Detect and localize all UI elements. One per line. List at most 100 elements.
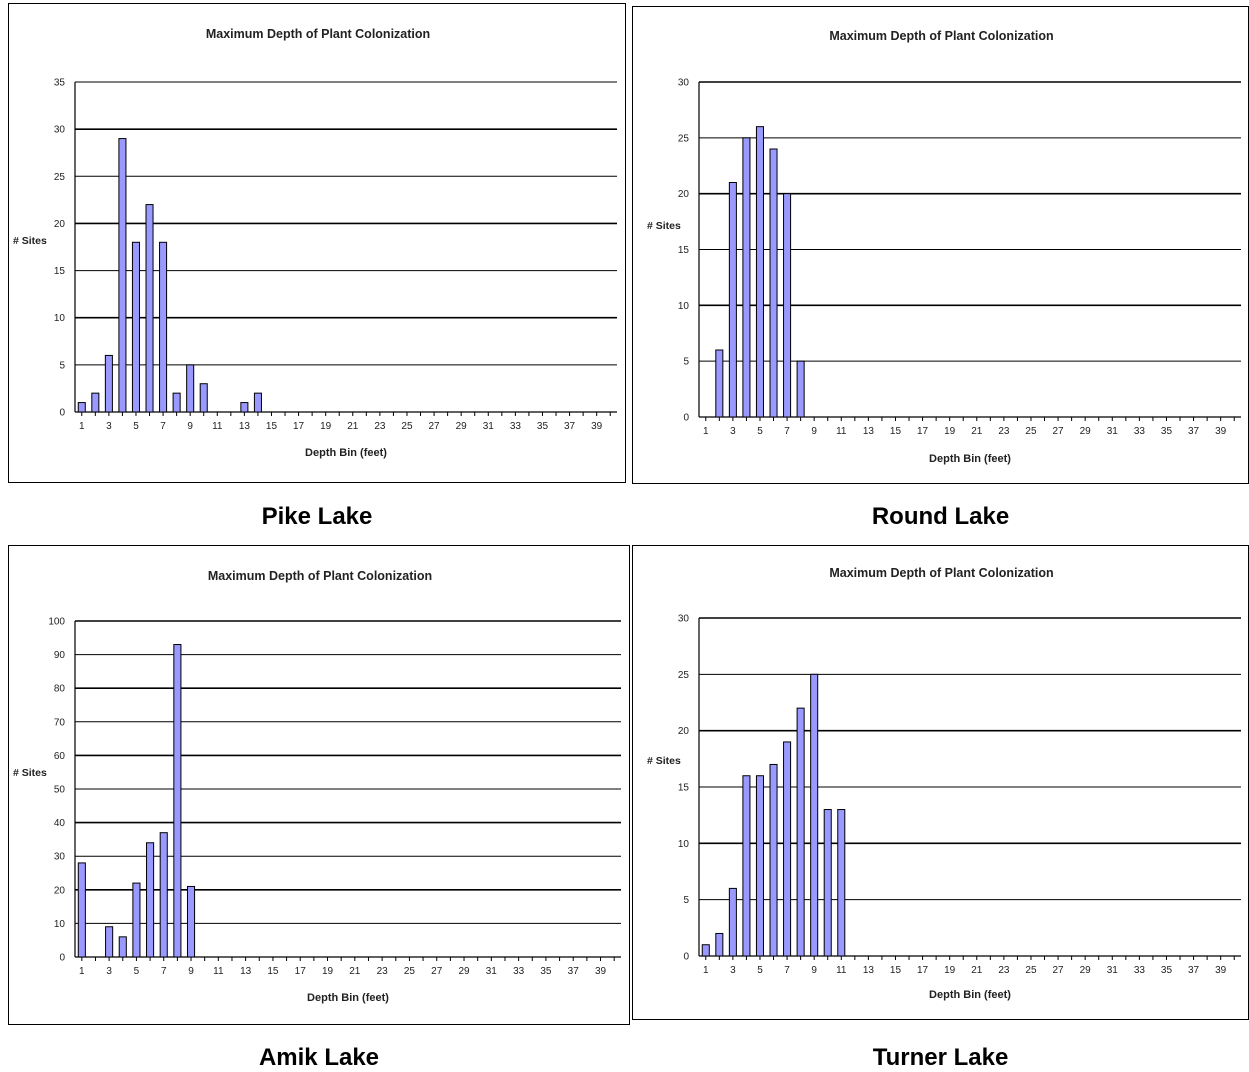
x-tick-label: 23: [998, 426, 1010, 437]
x-tick-label: 3: [106, 966, 112, 977]
bar: [769, 148, 778, 418]
bar: [118, 936, 127, 958]
x-tick-label: 23: [377, 966, 389, 977]
y-tick-label: 30: [54, 852, 66, 863]
bar: [91, 392, 100, 413]
y-tick-label: 60: [54, 751, 66, 762]
y-tick-label: 70: [54, 717, 66, 728]
y-tick-label: 15: [678, 245, 690, 256]
x-tick-label: 9: [188, 966, 194, 977]
x-tick-label: 9: [811, 426, 817, 437]
bar: [728, 182, 737, 418]
x-tick-label: 29: [1080, 426, 1092, 437]
x-tick-label: 27: [1053, 965, 1065, 976]
y-tick-label: 5: [683, 357, 689, 368]
x-tick-label: 15: [890, 426, 902, 437]
caption-amik: Amik Lake: [258, 1044, 380, 1071]
bar: [132, 882, 141, 958]
x-tick-label: 21: [971, 426, 983, 437]
caption-pike: Pike Lake: [261, 503, 373, 530]
x-tick-label: 31: [1107, 965, 1119, 976]
x-tick-label: 7: [784, 426, 790, 437]
x-tick-label: 11: [836, 426, 847, 437]
x-tick-label: 31: [1107, 426, 1119, 437]
x-tick-label: 31: [486, 966, 498, 977]
x-tick-label: 5: [133, 421, 139, 432]
bar: [105, 926, 114, 958]
x-tick-label: 21: [349, 966, 361, 977]
bar: [253, 392, 262, 413]
x-tick-label: 1: [79, 421, 85, 432]
y-tick-label: 30: [54, 125, 66, 136]
y-tick-label: 10: [54, 313, 66, 324]
x-tick-label: 35: [540, 966, 552, 977]
bar: [173, 644, 182, 958]
chart-title: Maximum Depth of Plant Colonization: [208, 569, 432, 583]
chart-pike: Maximum Depth of Plant Colonization 0 5 10 1…: [13, 27, 617, 459]
x-tick-label: 3: [730, 426, 736, 437]
y-tick-label: 20: [678, 189, 690, 200]
x-tick-label: 13: [240, 966, 252, 977]
x-tick-label: 33: [1134, 426, 1146, 437]
chart-amik: Maximum Depth of Plant Colonization 0 10 20…: [13, 569, 621, 1004]
x-tick-label: 3: [730, 965, 736, 976]
chart-frame-pike: Maximum Depth of Plant Colonization 0 5 10 1…: [8, 3, 626, 483]
bar: [159, 241, 168, 413]
y-tick-label: 5: [59, 360, 65, 371]
bar: [810, 673, 819, 957]
x-tick-label: 13: [239, 421, 251, 432]
x-tick-label: 19: [944, 965, 956, 976]
x-tick-label: 23: [998, 965, 1010, 976]
bar: [755, 775, 764, 957]
x-tick-label: 37: [1188, 426, 1200, 437]
y-tick-label: 0: [683, 952, 689, 963]
x-tick-label: 7: [784, 965, 790, 976]
y-tick-label: 5: [683, 895, 689, 906]
x-axis-label: Depth Bin (feet): [929, 453, 1011, 465]
x-tick-label: 13: [863, 965, 875, 976]
y-axis-label: # Sites: [13, 767, 47, 779]
y-tick-label: 25: [678, 133, 690, 144]
y-axis-label: # Sites: [13, 235, 47, 247]
y-tick-label: 30: [678, 614, 690, 625]
x-tick-label: 7: [161, 966, 167, 977]
x-tick-label: 3: [106, 421, 112, 432]
bar: [145, 204, 154, 413]
y-tick-label: 25: [54, 172, 66, 183]
y-tick-label: 15: [678, 783, 690, 794]
x-tick-label: 25: [404, 966, 416, 977]
y-tick-label: 20: [54, 219, 66, 230]
caption-round: Round Lake: [871, 503, 1010, 530]
x-tick-label: 27: [429, 421, 441, 432]
bar: [715, 932, 724, 957]
x-tick-label: 21: [347, 421, 359, 432]
bar: [728, 887, 737, 957]
bar: [118, 138, 127, 413]
bar: [769, 763, 778, 957]
x-tick-label: 5: [134, 966, 140, 977]
y-tick-label: 20: [54, 885, 66, 896]
y-tick-label: 15: [54, 266, 66, 277]
x-tick-label: 39: [1215, 426, 1227, 437]
bar: [823, 809, 832, 957]
x-tick-label: 19: [322, 966, 334, 977]
y-tick-label: 10: [678, 301, 690, 312]
bar: [783, 193, 792, 418]
bar: [742, 137, 751, 418]
chart-title: Maximum Depth of Plant Colonization: [829, 29, 1053, 43]
x-tick-label: 5: [757, 426, 763, 437]
y-tick-label: 80: [54, 684, 66, 695]
y-axis-label: # Sites: [647, 220, 681, 232]
x-tick-label: 11: [836, 965, 847, 976]
x-tick-label: 39: [591, 421, 603, 432]
caption-turner: Turner Lake: [872, 1044, 1009, 1071]
y-tick-label: 90: [54, 650, 66, 661]
y-tick-label: 30: [678, 78, 690, 89]
y-tick-label: 25: [678, 670, 690, 681]
x-tick-label: 25: [1025, 426, 1037, 437]
bar: [796, 707, 805, 957]
x-axis-label: Depth Bin (feet): [307, 992, 389, 1004]
y-tick-label: 10: [678, 839, 690, 850]
bar: [131, 241, 140, 413]
bar: [755, 126, 764, 418]
